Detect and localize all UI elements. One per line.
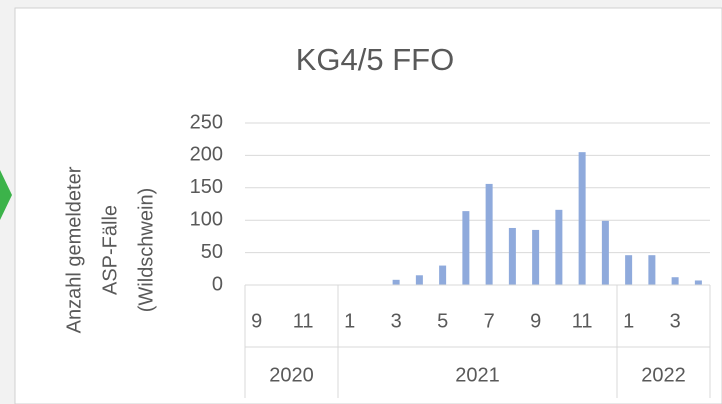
bar <box>415 275 423 285</box>
y-axis-label: (Wildschwein) <box>135 188 157 312</box>
bar <box>578 152 586 285</box>
y-tick-label: 150 <box>190 176 223 198</box>
x-group-label: 2022 <box>641 364 686 386</box>
x-tick-label: 9 <box>530 310 541 332</box>
y-tick-label: 100 <box>190 208 223 230</box>
bar <box>462 211 470 285</box>
x-tick-label: 1 <box>623 310 634 332</box>
x-tick-label: 11 <box>293 310 314 332</box>
bar <box>392 279 400 285</box>
chart-area <box>14 7 722 404</box>
x-tick-label: 3 <box>670 310 681 332</box>
x-group-label: 2021 <box>455 364 500 386</box>
bar <box>625 255 633 285</box>
bar <box>694 280 702 285</box>
bar <box>439 265 447 285</box>
bar <box>532 229 540 285</box>
bar <box>671 277 679 285</box>
chart-title: KG4/5 FFO <box>296 42 454 77</box>
x-group-label: 2020 <box>269 364 314 386</box>
bar <box>555 209 563 285</box>
x-tick-label: 1 <box>344 310 355 332</box>
y-tick-label: 200 <box>190 144 223 166</box>
x-tick-label: 11 <box>572 310 593 332</box>
x-tick-label: 7 <box>484 310 495 332</box>
y-tick-label: 250 <box>190 111 223 133</box>
bar <box>601 220 609 285</box>
y-tick-label: 50 <box>201 241 223 263</box>
x-tick-label: 5 <box>437 310 448 332</box>
y-axis-label: Anzahl gemeldeter <box>63 166 85 333</box>
y-axis-label: ASP-Fälle <box>99 205 121 295</box>
x-tick-label: 3 <box>391 310 402 332</box>
bar <box>648 255 656 285</box>
bar <box>485 183 493 285</box>
arrow-fragment <box>0 170 12 220</box>
y-tick-label: 0 <box>212 273 223 295</box>
x-tick-label: 9 <box>251 310 262 332</box>
bar <box>508 227 516 285</box>
